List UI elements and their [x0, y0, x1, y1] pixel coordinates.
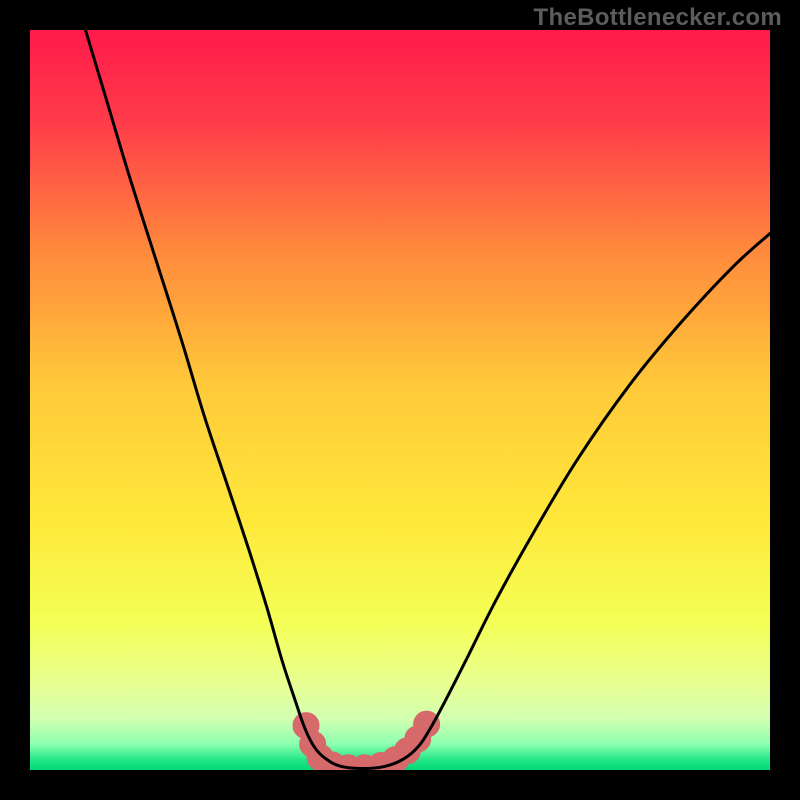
markers-group: [293, 711, 440, 770]
watermark-text: TheBottlenecker.com: [534, 4, 782, 32]
bottleneck-curve: [86, 30, 771, 769]
plot-area: [30, 30, 770, 770]
chart-frame: TheBottlenecker.com: [0, 0, 800, 800]
curve-layer: [30, 30, 770, 770]
